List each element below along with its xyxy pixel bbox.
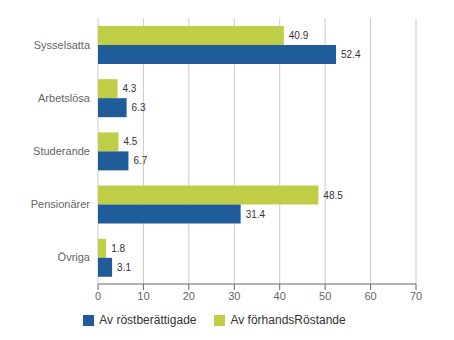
svg-text:70: 70 (410, 290, 422, 302)
svg-text:Arbetslösa: Arbetslösa (38, 92, 91, 104)
svg-text:Pensionärer: Pensionärer (31, 198, 91, 210)
html-text:Av röstberättigade: Av röstberättigade (99, 313, 197, 327)
svg-text:1.8: 1.8 (111, 243, 125, 254)
svg-text:Studerande: Studerande (33, 145, 90, 157)
svg-text:6.3: 6.3 (132, 102, 146, 113)
svg-text:Sysselsatta: Sysselsatta (34, 39, 91, 51)
svg-text:50: 50 (319, 290, 331, 302)
svg-text:20: 20 (183, 290, 195, 302)
svg-text:40.9: 40.9 (289, 30, 309, 41)
svg-text:48.5: 48.5 (323, 190, 343, 201)
svg-text:60: 60 (364, 290, 376, 302)
svg-text:4.3: 4.3 (123, 83, 137, 94)
svg-text:Övriga: Övriga (58, 251, 91, 263)
svg-text:10: 10 (137, 290, 149, 302)
html-text:Av förhandsRöstande: Av förhandsRöstande (230, 313, 346, 327)
svg-text:30: 30 (228, 290, 240, 302)
svg-text:6.7: 6.7 (133, 155, 147, 166)
svg-text:3.1: 3.1 (117, 262, 131, 273)
svg-text:40: 40 (274, 290, 286, 302)
svg-text:31.4: 31.4 (246, 209, 266, 220)
svg-text:0: 0 (95, 290, 101, 302)
svg-text:52.4: 52.4 (341, 49, 361, 60)
svg-text:4.5: 4.5 (123, 136, 137, 147)
